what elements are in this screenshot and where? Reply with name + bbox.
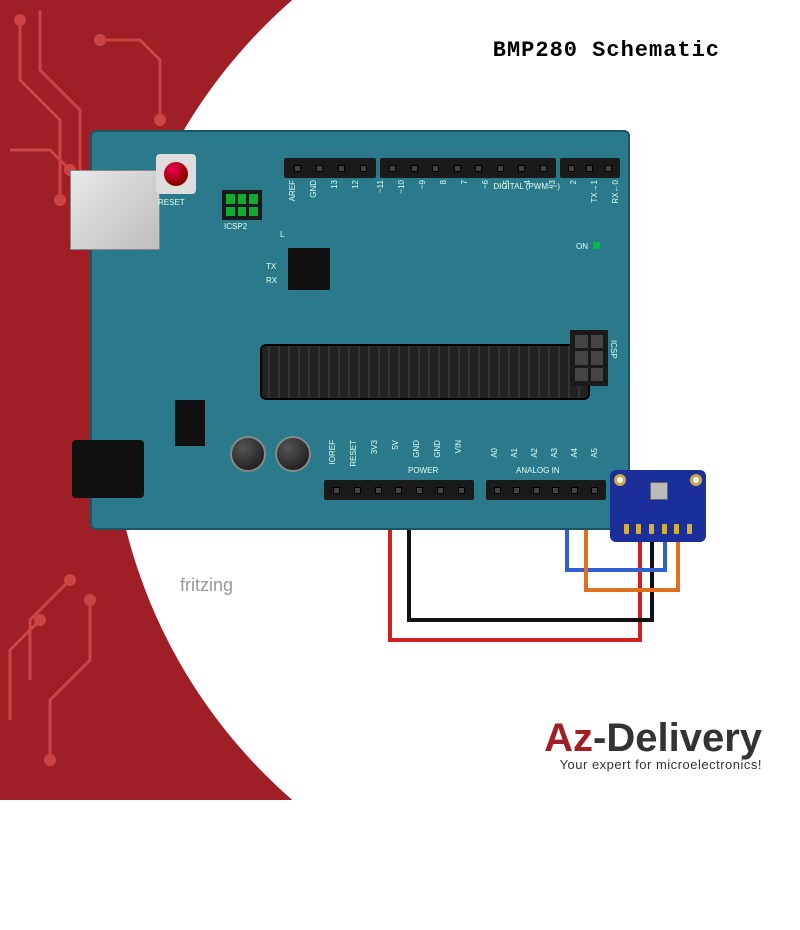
fritzing-credit: fritzing <box>180 575 233 596</box>
icsp2-header <box>222 190 262 220</box>
digital-header-b <box>560 158 620 178</box>
logo-suffix: -Delivery <box>593 716 762 760</box>
bmp280-module <box>610 470 710 550</box>
icsp-header <box>570 330 608 386</box>
l-label: L <box>280 230 284 239</box>
usb-port <box>70 170 160 250</box>
rx-label: RX <box>266 276 277 285</box>
digital-header-a <box>380 158 556 178</box>
power-header <box>324 480 474 500</box>
sensor-chip-icon <box>650 482 668 500</box>
logo-tagline: Your expert for microelectronics! <box>544 757 762 772</box>
analog-label: ANALOG IN <box>516 466 560 475</box>
icsp-label: ICSP <box>609 340 618 359</box>
power-label: POWER <box>408 466 438 475</box>
arduino-board: RESET ICSP2 DIGITAL (PWM=~) POWER ANALOG <box>90 130 650 560</box>
on-label: ON <box>576 242 588 251</box>
reset-label: RESET <box>158 198 185 207</box>
power-jack <box>72 440 144 498</box>
tx-label: TX <box>266 262 276 271</box>
logo-prefix: Az <box>544 716 593 760</box>
voltage-regulator <box>175 400 205 446</box>
capacitor-1 <box>230 436 266 472</box>
brand-logo: Az-Delivery Your expert for microelectro… <box>544 716 762 772</box>
microcontroller <box>260 344 590 400</box>
capacitor-2 <box>275 436 311 472</box>
digital-header-c <box>284 158 376 178</box>
sensor-pins <box>620 524 696 538</box>
on-led <box>593 242 600 249</box>
schematic-title: BMP280 Schematic <box>493 38 720 63</box>
analog-header <box>486 480 606 500</box>
small-chip <box>288 248 330 290</box>
icsp2-label: ICSP2 <box>224 222 247 231</box>
reset-button <box>156 154 196 194</box>
